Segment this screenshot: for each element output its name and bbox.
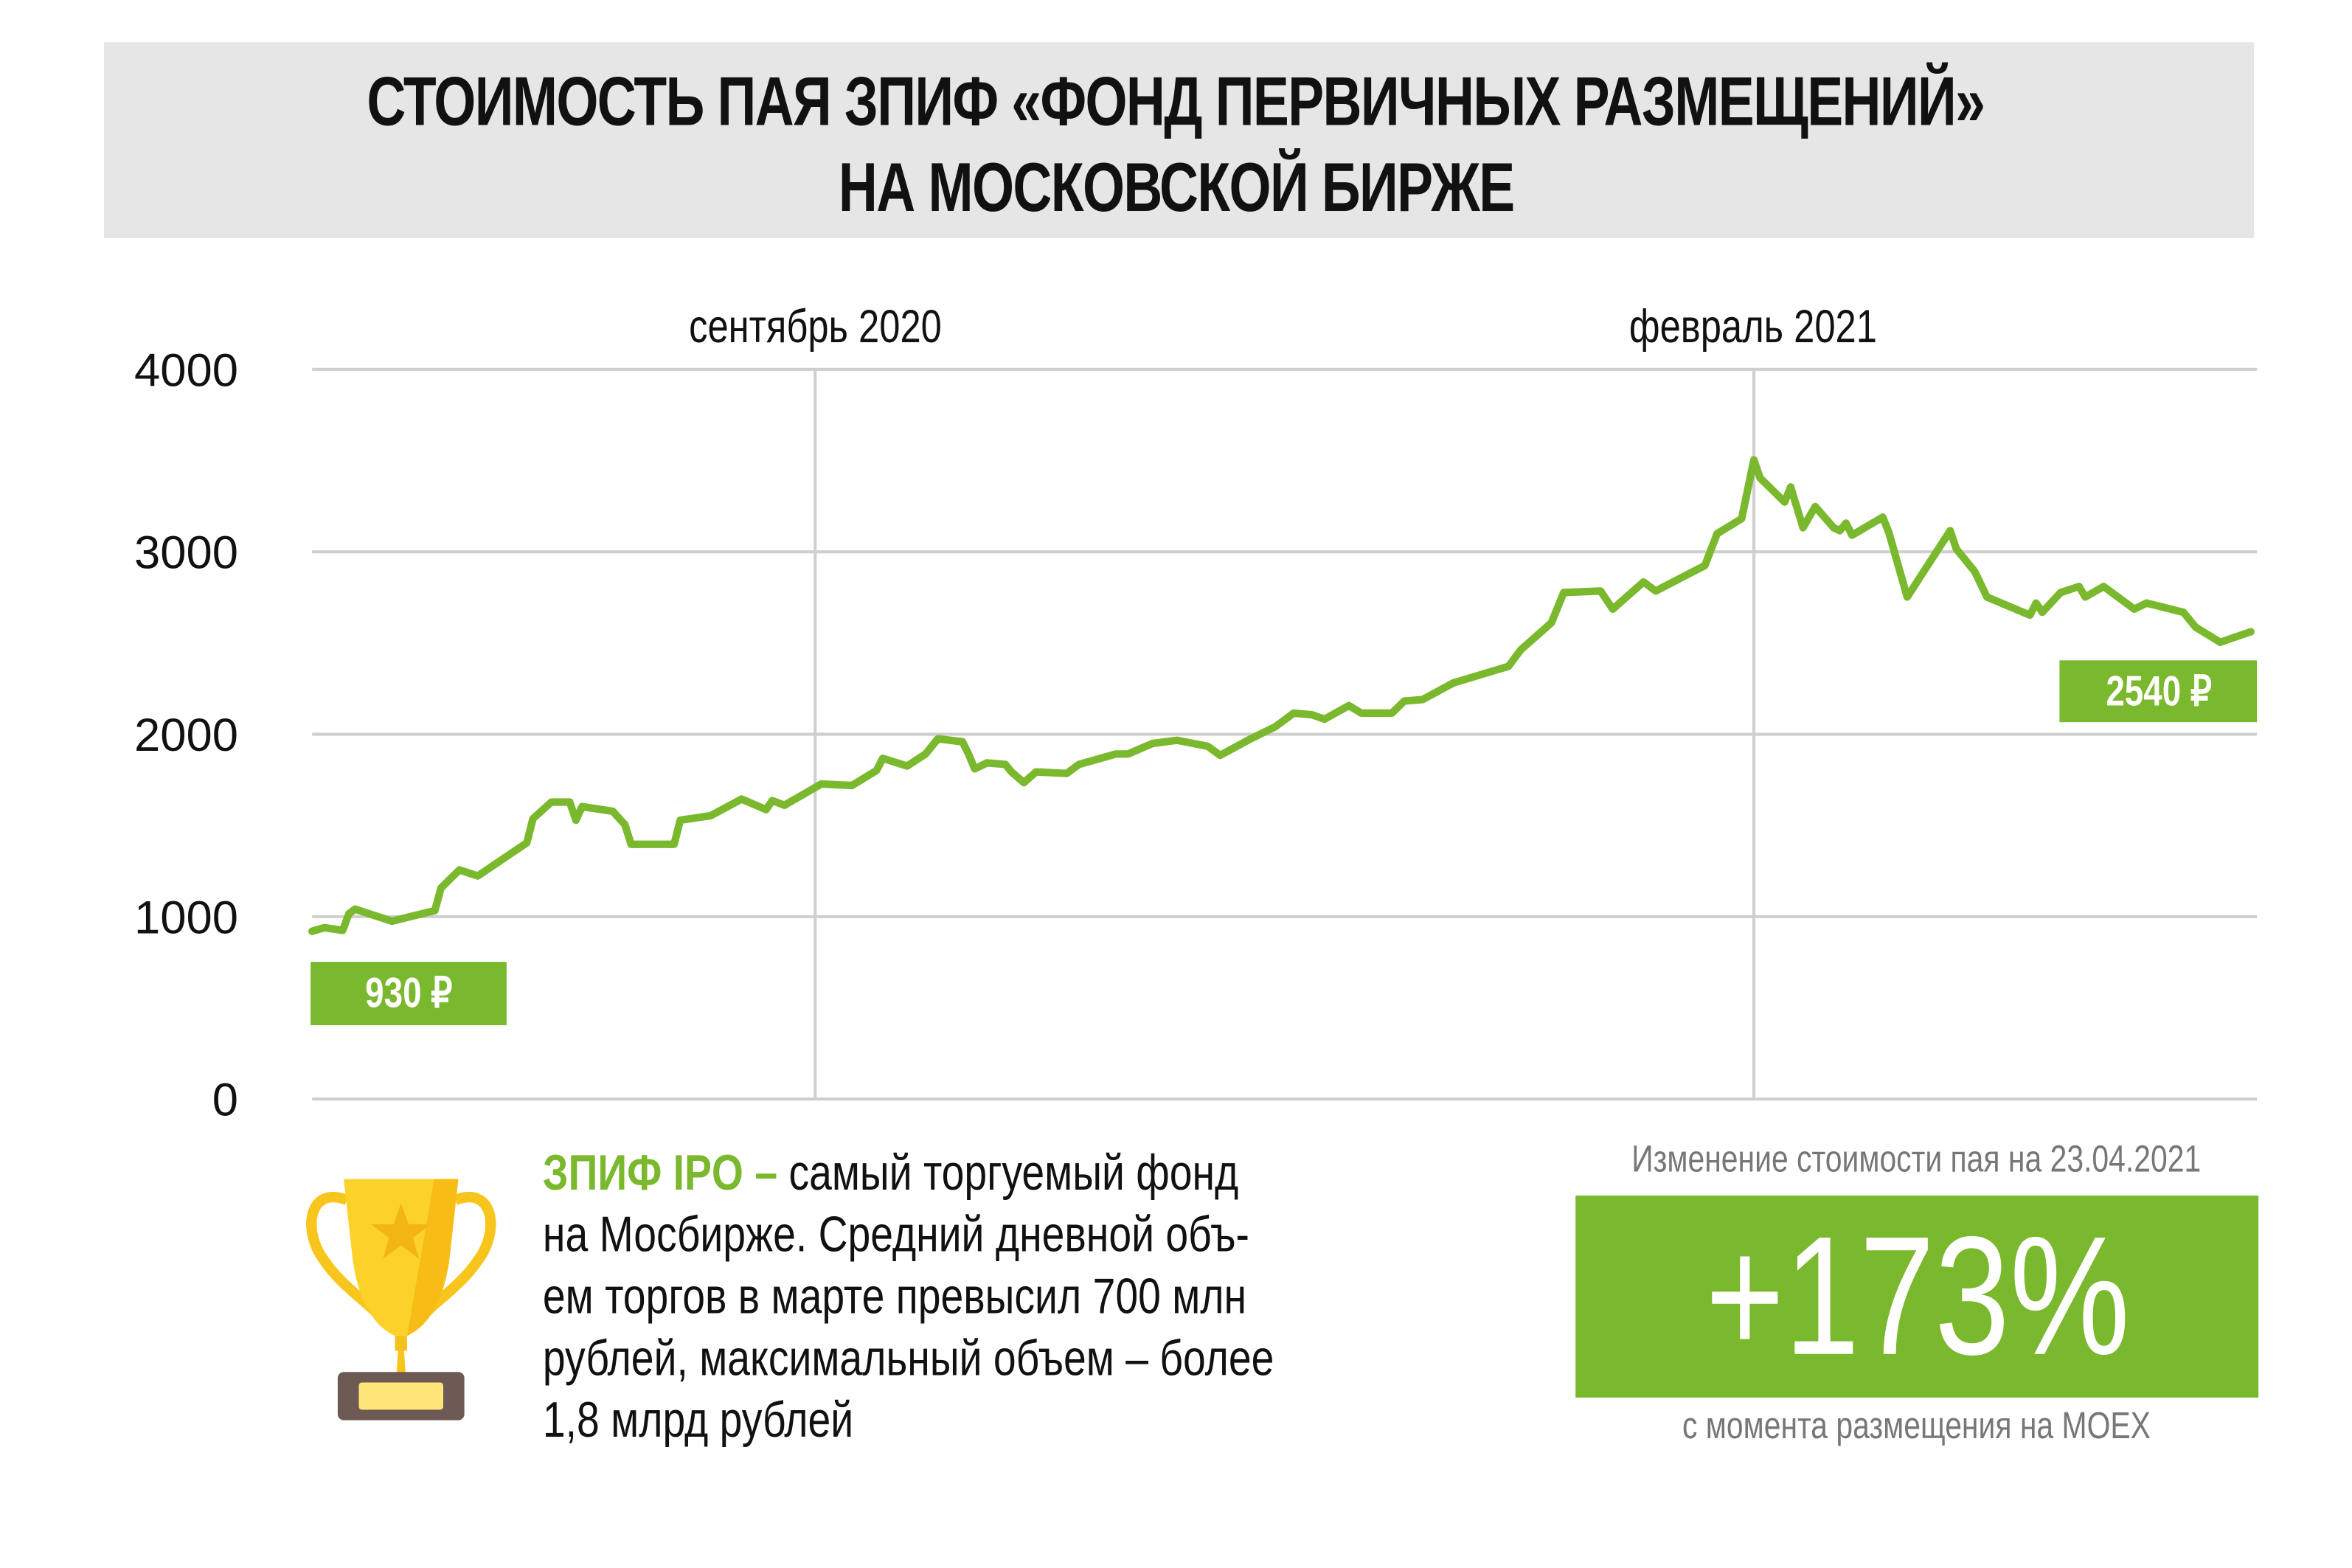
month-label-february: февраль 2021 <box>1629 299 1878 353</box>
change-caption: Изменение стоимости пая на 23.04.2021 <box>1632 1138 2202 1181</box>
price-line <box>308 456 2255 935</box>
price-chart <box>308 367 2258 1101</box>
y-tick-label: 0 <box>212 1073 238 1127</box>
y-tick-label: 3000 <box>133 526 238 579</box>
info-line: рублей, максимальный объем – более <box>542 1329 1274 1386</box>
title-line-2: НА МОСКОВСКОЙ БИРЖЕ <box>0 146 2352 227</box>
month-label-september: сентябрь 2020 <box>689 299 943 353</box>
info-line: ем торгов в марте превысил 700 млн <box>542 1268 1247 1324</box>
info-line: на Мосбирже. Средний дневной объ- <box>542 1206 1249 1262</box>
fund-name-highlight: ЗПИФ IPO – <box>542 1144 778 1201</box>
title-text-1: СТОИМОСТЬ ПАЯ ЗПИФ «ФОНД ПЕРВИЧНЫХ РАЗМЕ… <box>367 61 1986 141</box>
y-tick-label: 1000 <box>133 891 238 944</box>
change-value: +173% <box>1704 1201 2129 1390</box>
trophy-icon <box>306 1179 496 1420</box>
y-tick-label: 4000 <box>133 344 238 397</box>
title-text-2: НА МОСКОВСКОЙ БИРЖЕ <box>838 148 1515 226</box>
title-banner <box>104 42 2255 238</box>
info-line: 1,8 млрд рублей <box>542 1391 854 1448</box>
title-line-1: СТОИМОСТЬ ПАЯ ЗПИФ «ФОНД ПЕРВИЧНЫХ РАЗМЕ… <box>0 60 2352 142</box>
info-line: ЗПИФ IPO – самый торгуемый фонд <box>542 1144 1239 1201</box>
y-tick-label: 2000 <box>133 708 238 762</box>
start-price-label: 930 ₽ <box>311 962 507 1026</box>
change-value-box: +173% <box>1575 1196 2259 1398</box>
change-subcaption: с момента размещения на MOEX <box>1682 1405 2151 1448</box>
info-text: ЗПИФ IPO – самый торгуемый фонд на Мосби… <box>543 1141 1477 1450</box>
end-price-label: 2540 ₽ <box>2059 660 2258 723</box>
